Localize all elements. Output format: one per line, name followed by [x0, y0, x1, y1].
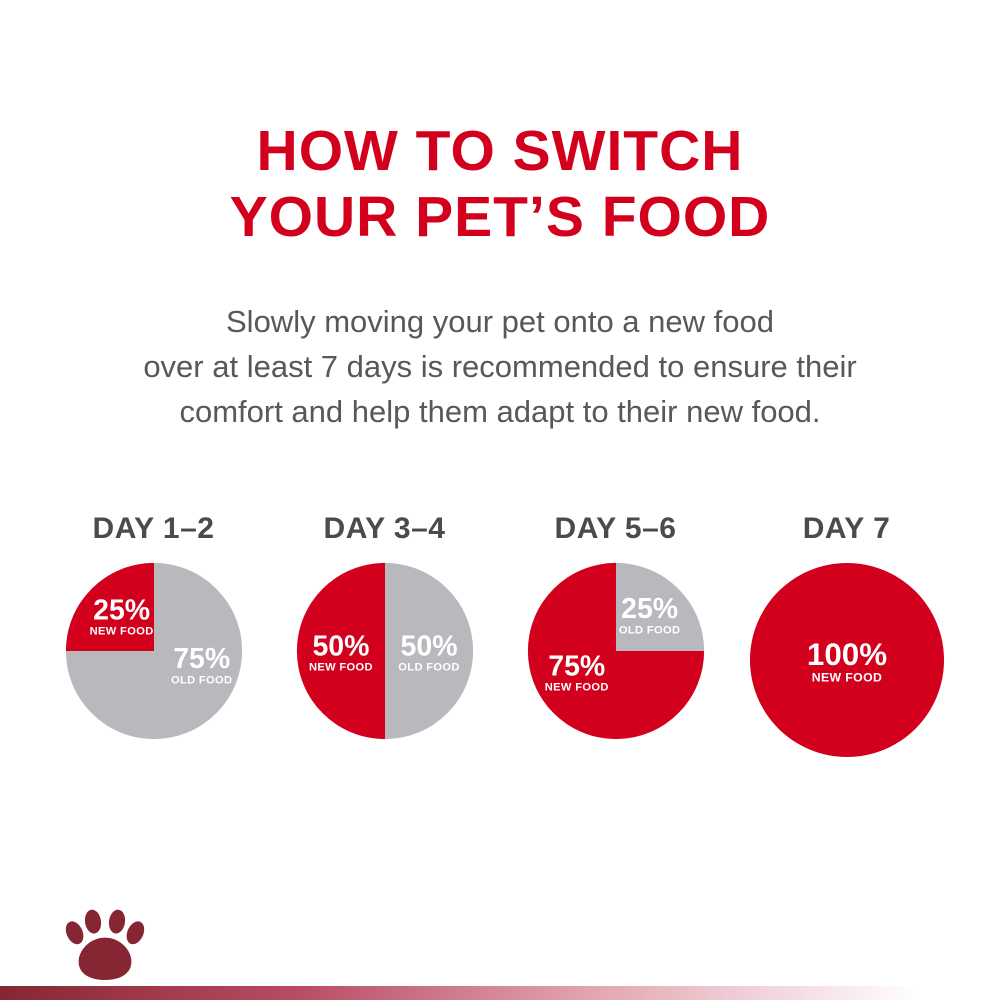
paw-icon [65, 909, 145, 980]
title-line-1: HOW TO SWITCH [256, 119, 744, 183]
slice-food-label: NEW FOOD [544, 682, 608, 694]
slice-food-label: OLD FOOD [618, 624, 679, 636]
pie-slice [749, 562, 944, 758]
pie-svg: 25%NEW FOOD 75%OLD FOOD [65, 562, 242, 740]
pie-slice [527, 562, 704, 740]
chart-day-7: DAY 7 100% NEW FOOD [731, 512, 962, 758]
subtitle: Slowly moving your pet onto a new food o… [0, 300, 1000, 435]
slice-food-label: NEW FOOD [308, 662, 372, 674]
day-label-5-6: DAY 5–6 [554, 512, 677, 545]
chart-day-1-2: DAY 1–2 25% NEW FOOD 75% OLD FOOD [38, 512, 269, 758]
pie-svg: 25%OLD FOOD 75%NEW FOOD [527, 562, 704, 740]
pie-slice [615, 562, 704, 651]
pie-svg: 100%NEW FOOD [749, 562, 944, 758]
slice-percent-label: 25% [621, 593, 678, 625]
slice-percent-label: 50% [400, 630, 457, 662]
pie-slice [296, 562, 385, 740]
day-label-1-2: DAY 1–2 [92, 512, 215, 545]
pie-slice [65, 562, 154, 651]
title-line-2: YOUR PET’S FOOD [229, 185, 771, 250]
day-label-3-4: DAY 3–4 [323, 512, 446, 545]
pie-day-5-6: 25% OLD FOOD 75% NEW FOOD [527, 562, 705, 740]
subtitle-line-3: comfort and help them adapt to their new… [179, 393, 821, 429]
slice-percent-label: 25% [93, 594, 150, 626]
footer-gradient-bar [0, 986, 1000, 1000]
pie-day-7: 100% NEW FOOD [749, 562, 945, 758]
subtitle-line-2: over at least 7 days is recommended to e… [143, 348, 857, 384]
chart-day-3-4: DAY 3–4 50% NEW FOOD 50% OLD FOOD [269, 512, 500, 758]
slice-food-label: OLD FOOD [170, 674, 231, 686]
slice-percent-label: 75% [173, 643, 230, 675]
day-label-7: DAY 7 [802, 512, 891, 545]
page-title: HOW TO SWITCH YOUR PET’S FOOD [0, 118, 1000, 250]
pie-slice [384, 562, 473, 740]
pie-slice [65, 562, 242, 740]
pie-day-3-4: 50% NEW FOOD 50% OLD FOOD [296, 562, 474, 740]
slice-food-label: NEW FOOD [89, 626, 153, 638]
slice-food-label: NEW FOOD [811, 671, 882, 685]
slice-food-label: OLD FOOD [398, 662, 459, 674]
subtitle-line-1: Slowly moving your pet onto a new food [226, 304, 774, 339]
slice-percent-label: 100% [806, 637, 886, 672]
chart-day-5-6: DAY 5–6 25% OLD FOOD 75% NEW FOOD [500, 512, 731, 758]
pie-day-1-2: 25% NEW FOOD 75% OLD FOOD [65, 562, 243, 740]
slice-percent-label: 50% [312, 630, 369, 662]
charts-row: DAY 1–2 25% NEW FOOD 75% OLD FOOD DAY 3–4 5… [38, 512, 962, 758]
slice-percent-label: 75% [548, 650, 605, 682]
royal-canin-paw-logo [52, 904, 158, 984]
